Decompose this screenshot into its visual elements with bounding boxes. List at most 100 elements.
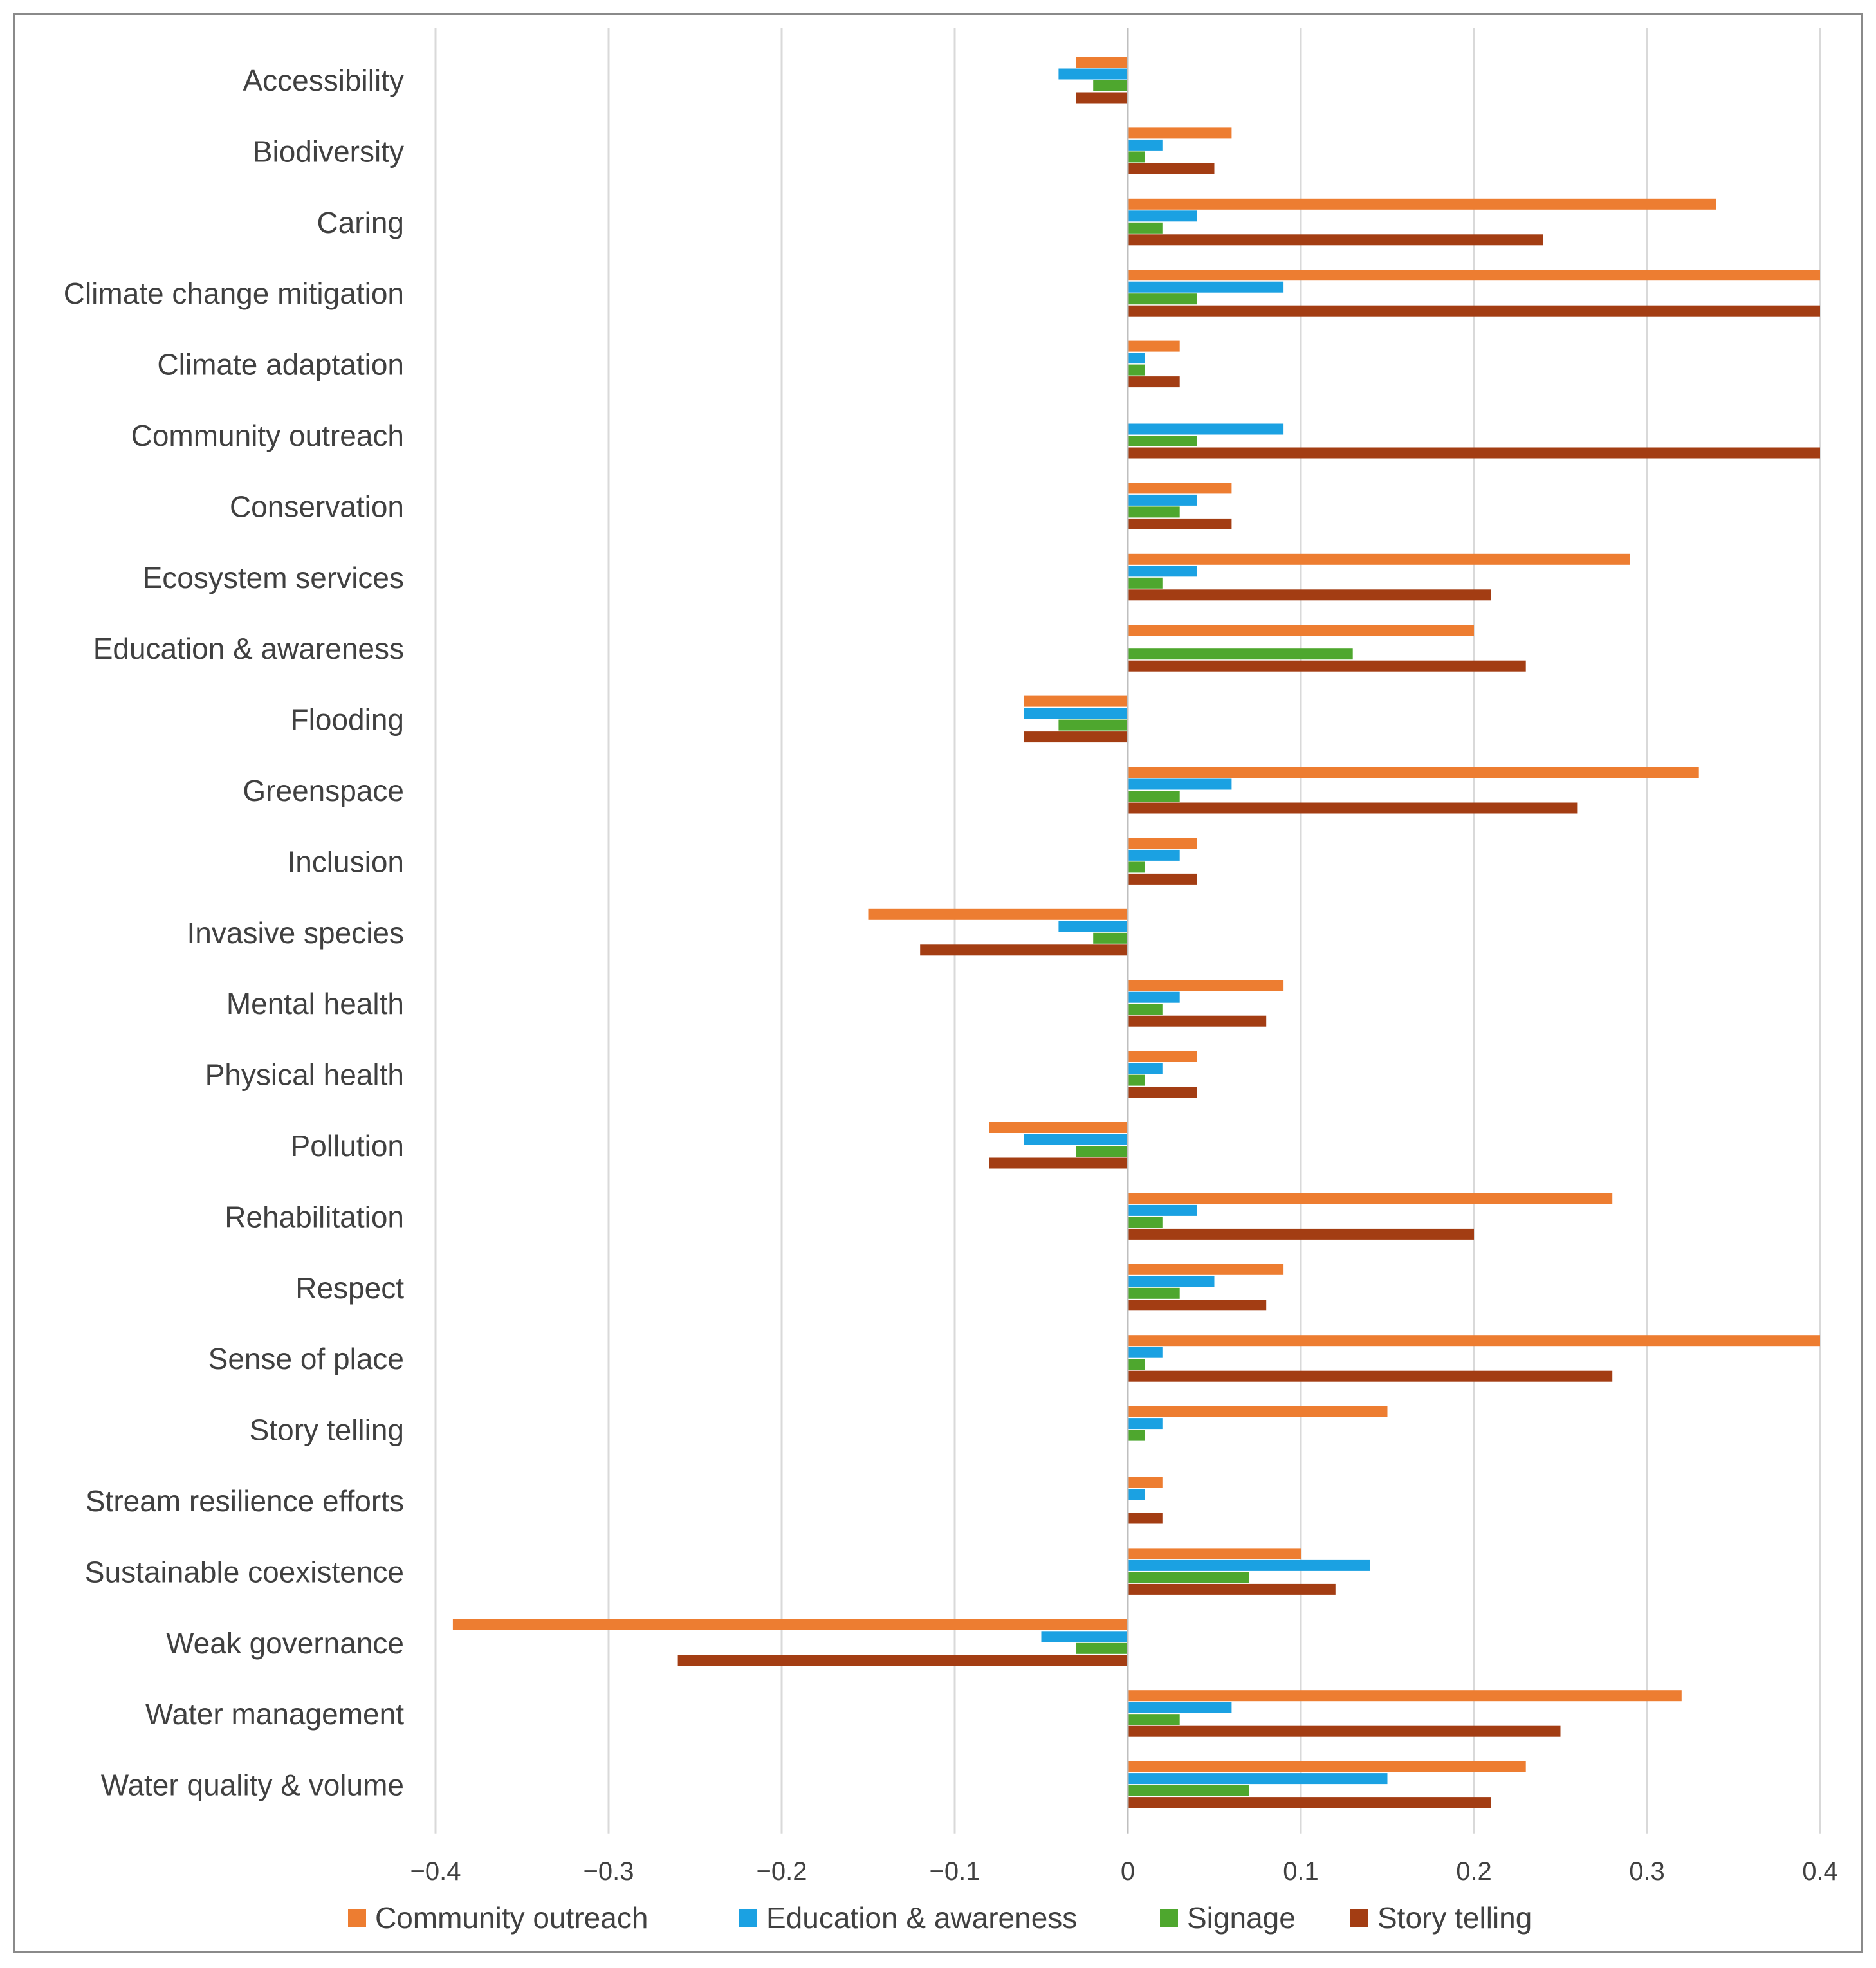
bar [1128, 436, 1197, 446]
bar [1128, 376, 1180, 388]
gridlines [434, 28, 1821, 1834]
bar-chart: Accessibility Biodiversity Caring Climate c… [64, 28, 1838, 1935]
category-label: Sense of place [208, 1342, 404, 1375]
category-label: Water quality & volume [101, 1769, 404, 1802]
bar [1128, 991, 1180, 1003]
category-label: Invasive species [187, 916, 405, 950]
bar [1128, 447, 1820, 459]
bar [1128, 1559, 1370, 1571]
bar [1041, 1631, 1128, 1642]
bar [1128, 1287, 1180, 1299]
bar [1128, 1583, 1336, 1595]
bar [1128, 1430, 1145, 1441]
bar [1128, 423, 1284, 435]
category-label: Education & awareness [93, 632, 404, 665]
bar [1128, 1359, 1145, 1370]
bar [1128, 210, 1197, 222]
category-label: Greenspace [243, 774, 404, 807]
bar [1128, 660, 1526, 672]
x-tick-label: −0.3 [584, 1857, 634, 1886]
bar [1058, 68, 1128, 80]
bar [1128, 1773, 1388, 1785]
bar [1128, 340, 1180, 352]
category-label: Mental health [226, 987, 404, 1020]
bar [1128, 1406, 1388, 1417]
bar [1128, 364, 1145, 376]
legend-label: Signage [1187, 1901, 1296, 1935]
legend-label: Education & awareness [766, 1901, 1077, 1935]
bar [989, 1122, 1128, 1133]
category-label: Respect [295, 1271, 404, 1305]
category-label: Climate change mitigation [64, 277, 404, 310]
bar [1128, 791, 1180, 802]
category-label: Climate adaptation [157, 348, 404, 382]
category-label: Weak governance [166, 1626, 404, 1660]
bar [1128, 1051, 1197, 1062]
bar [1128, 589, 1491, 601]
bar [1128, 577, 1163, 589]
bar [1024, 708, 1128, 719]
bar [1128, 1489, 1145, 1500]
bar [1128, 1714, 1180, 1725]
bar [1128, 1015, 1267, 1027]
category-label: Conservation [230, 490, 404, 523]
bar [1058, 719, 1128, 731]
bar [1128, 234, 1543, 246]
bar [1128, 1228, 1474, 1240]
bar [677, 1655, 1128, 1666]
category-label: Biodiversity [253, 134, 404, 168]
bar [1128, 767, 1699, 778]
bar [989, 1157, 1128, 1169]
bar [1128, 849, 1180, 861]
bar [1128, 1004, 1163, 1015]
bar [1128, 483, 1232, 494]
bar [1128, 139, 1163, 151]
bar [1128, 293, 1197, 305]
bar [1128, 1548, 1301, 1559]
bar [1128, 648, 1353, 660]
category-label: Water management [145, 1697, 404, 1731]
x-tick-label: −0.1 [930, 1857, 980, 1886]
category-label: Sustainable coexistence [85, 1555, 404, 1588]
legend-label: Community outreach [375, 1901, 648, 1935]
bar [1128, 1418, 1163, 1430]
bar [1024, 1134, 1128, 1145]
bar [1128, 861, 1145, 873]
bar [1128, 1087, 1197, 1098]
bar [1076, 92, 1128, 104]
bar [1128, 778, 1232, 790]
x-tick-label: 0 [1121, 1857, 1135, 1886]
category-label: Accessibility [243, 64, 404, 97]
bar [1076, 1642, 1128, 1654]
bar [1128, 1761, 1526, 1772]
bar [1128, 802, 1578, 814]
x-tick-label: 0.1 [1283, 1857, 1319, 1886]
category-label: Inclusion [287, 845, 404, 878]
bar [452, 1619, 1128, 1630]
bar [1024, 731, 1128, 743]
bar [1128, 1785, 1249, 1796]
bar [1128, 1572, 1249, 1583]
bar [1128, 305, 1820, 317]
bar [1128, 353, 1145, 364]
legend-swatch [1350, 1909, 1368, 1927]
bar [1128, 518, 1232, 529]
bar [1128, 1513, 1163, 1524]
bar [1128, 1370, 1613, 1382]
category-label: Ecosystem services [143, 561, 404, 594]
bar [868, 908, 1128, 920]
x-tick-label: −0.4 [410, 1857, 461, 1886]
bar [1076, 57, 1128, 68]
bar [1128, 270, 1820, 281]
legend-swatch [348, 1909, 366, 1927]
chart-frame: Accessibility Biodiversity Caring Climate c… [13, 13, 1863, 1953]
bar [1128, 222, 1163, 234]
bar [1128, 1347, 1163, 1358]
legend-label: Story telling [1377, 1901, 1532, 1935]
bar [1128, 506, 1180, 518]
bar [1128, 1193, 1613, 1204]
bars [452, 57, 1820, 1808]
bar [1128, 1204, 1197, 1216]
x-tick-label: 0.3 [1629, 1857, 1665, 1886]
bar [1128, 553, 1630, 565]
